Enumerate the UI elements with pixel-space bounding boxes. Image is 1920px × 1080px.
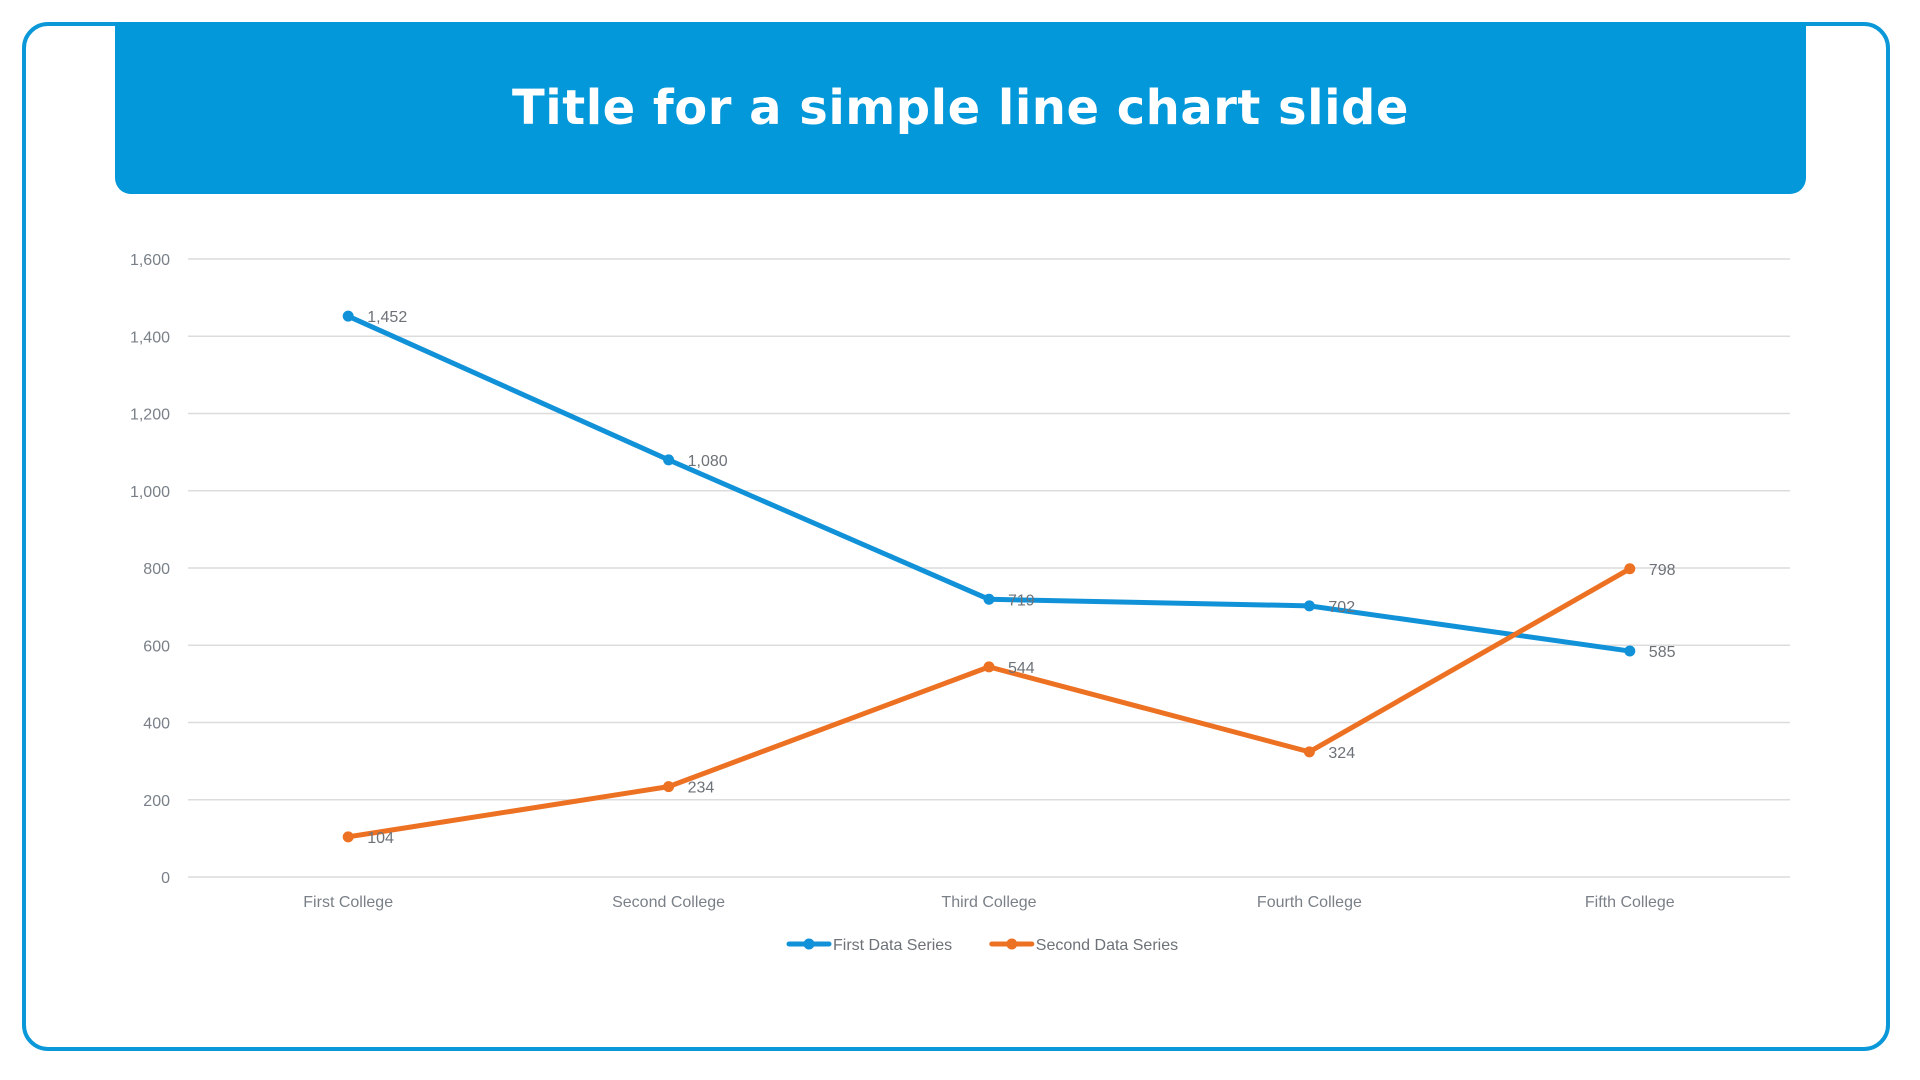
data-label: 104 (367, 830, 394, 847)
data-point (1303, 600, 1315, 612)
data-label: 798 (1649, 562, 1676, 579)
y-tick-label: 1,400 (130, 329, 170, 346)
data-point (1303, 746, 1315, 758)
x-tick-label: First College (303, 894, 393, 911)
data-label: 1,452 (367, 309, 407, 326)
data-label: 544 (1008, 660, 1035, 677)
legend-marker (803, 938, 815, 950)
data-point (1624, 563, 1636, 575)
data-point (983, 593, 995, 605)
legend-label: First Data Series (833, 937, 952, 954)
legend-marker (1006, 938, 1018, 950)
data-label: 702 (1328, 599, 1355, 616)
slide-title: Title for a simple line chart slide (512, 80, 1409, 136)
series-line (345, 566, 1633, 840)
data-point (663, 454, 675, 466)
data-point (663, 781, 675, 793)
y-tick-label: 1,600 (130, 252, 170, 269)
title-banner: Title for a simple line chart slide (115, 22, 1806, 194)
data-label: 324 (1328, 745, 1355, 762)
x-tick-label: Fourth College (1257, 894, 1362, 911)
y-tick-label: 400 (143, 716, 170, 733)
x-tick-label: Third College (941, 894, 1036, 911)
data-point (983, 661, 995, 673)
y-tick-label: 800 (143, 561, 170, 578)
y-tick-label: 0 (161, 870, 170, 887)
data-label: 234 (688, 780, 715, 797)
x-tick-label: Fifth College (1585, 894, 1675, 911)
data-point (342, 310, 354, 322)
legend-label: Second Data Series (1036, 937, 1178, 954)
x-tick-label: Second College (612, 894, 725, 911)
y-tick-label: 600 (143, 638, 170, 655)
data-label: 1,080 (688, 453, 728, 470)
data-point (1624, 645, 1636, 657)
y-tick-label: 1,000 (130, 484, 170, 501)
y-tick-label: 1,200 (130, 407, 170, 424)
y-tick-label: 200 (143, 793, 170, 810)
data-label: 585 (1649, 644, 1676, 661)
data-label: 719 (1008, 592, 1035, 609)
data-point (342, 831, 354, 843)
